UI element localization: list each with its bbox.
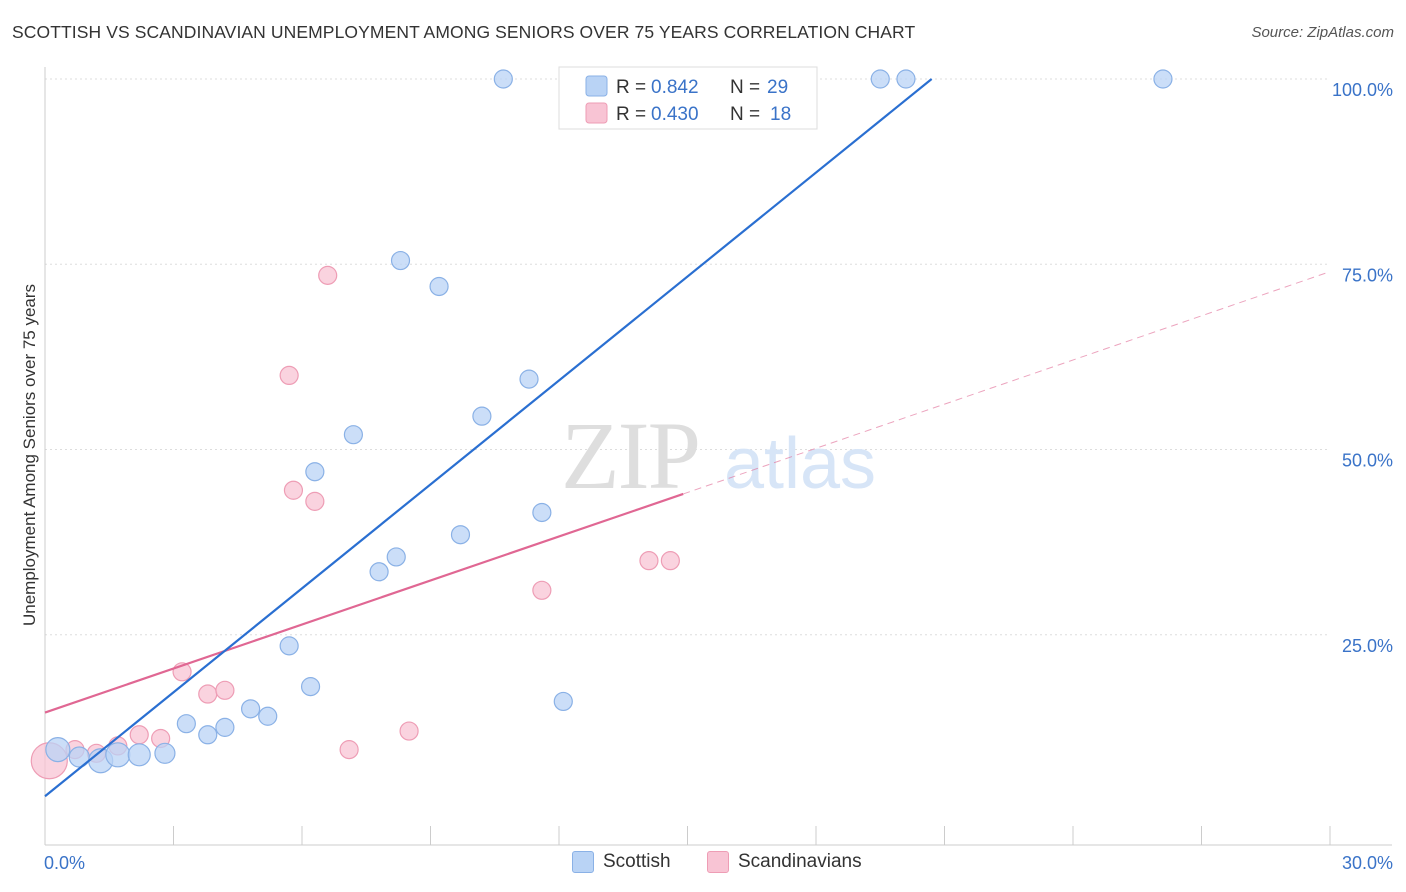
scottish-point-23	[532, 502, 552, 523]
legend-r-label-scottish: R =	[616, 77, 646, 98]
legend-n-value-scottish: 29	[767, 77, 788, 98]
scottish-point-26	[870, 69, 890, 89]
scottish-point-20	[472, 406, 492, 426]
scandinavian-point-16	[639, 551, 659, 571]
watermark-zip: ZIP	[561, 402, 699, 509]
scottish-point-13	[305, 462, 325, 482]
scottish-point-3	[105, 742, 131, 768]
scandinavian-point-9	[279, 365, 299, 385]
scottish-point-7	[198, 725, 218, 745]
legend-swatch-scottish	[585, 75, 608, 97]
y-tick-label-0: 25.0%	[1342, 636, 1393, 656]
scandinavian-point-7	[198, 684, 218, 704]
scottish-point-9	[241, 699, 261, 719]
y-tick-label-3: 100.0%	[1332, 80, 1393, 100]
trend-lines	[44, 78, 1331, 798]
scottish-point-24	[553, 691, 573, 712]
scandinavian-point-11	[305, 491, 325, 511]
legend-r-value-scandinavian: 0.430	[651, 104, 699, 125]
scottish-point-12	[300, 677, 321, 697]
source-label: Source: ZipAtlas.com	[1251, 24, 1394, 41]
scottish-point-22	[519, 369, 539, 389]
scottish-point-0	[45, 737, 71, 763]
scottish-point-28	[1153, 69, 1173, 89]
legend-swatch-scottish-bottom	[572, 851, 594, 873]
legend-item-scandinavians: Scandinavians	[707, 851, 862, 873]
scottish-point-4	[127, 743, 151, 767]
scottish-point-8	[215, 717, 235, 737]
scottish-point-6	[176, 714, 196, 734]
scottish-trend-line	[44, 78, 933, 798]
scandinavian-points	[30, 265, 680, 780]
scandinavian-trend-line	[44, 492, 684, 714]
scandinavian-point-15	[532, 580, 552, 600]
scottish-point-16	[386, 547, 406, 567]
scandinavian-trend-extension	[683, 271, 1331, 495]
chart-title: SCOTTISH VS SCANDINAVIAN UNEMPLOYMENT AM…	[12, 22, 916, 42]
legend-item-scottish: Scottish	[572, 851, 671, 873]
scandinavian-point-12	[318, 265, 338, 285]
legend-label-scandinavians: Scandinavians	[738, 851, 862, 872]
scottish-point-10	[258, 706, 278, 726]
scottish-point-21	[493, 69, 513, 89]
scottish-point-11	[279, 636, 299, 656]
scottish-point-27	[896, 69, 916, 89]
grid	[45, 78, 1330, 636]
scandinavian-point-10	[283, 480, 304, 500]
scandinavian-point-17	[660, 551, 680, 571]
legend-n-value-scandinavian: 18	[770, 104, 791, 125]
watermark-atlas: atlas	[724, 424, 876, 504]
legend-label-scottish: Scottish	[603, 851, 671, 872]
scandinavian-point-14	[399, 721, 419, 741]
tick-labels: 25.0% 50.0% 75.0% 100.0% 0.0% 30.0%	[44, 80, 1393, 873]
y-tick-label-2: 75.0%	[1342, 265, 1393, 285]
legend-r-label-scandinavian: R =	[616, 104, 646, 125]
scandinavian-point-8	[215, 680, 235, 700]
scottish-point-17	[390, 250, 411, 271]
scottish-point-19	[450, 525, 471, 545]
scottish-point-18	[429, 276, 449, 297]
scandinavian-point-13	[339, 740, 359, 760]
x-tick-label-1: 30.0%	[1342, 853, 1393, 873]
bottom-legend: Scottish Scandinavians	[0, 851, 1406, 877]
scottish-point-5	[154, 742, 176, 764]
scottish-point-15	[369, 562, 389, 582]
axes	[44, 67, 1392, 846]
y-tick-label-1: 50.0%	[1342, 451, 1393, 471]
scottish-point-14	[343, 425, 363, 445]
scandinavian-point-4	[129, 725, 149, 745]
legend-r-value-scottish: 0.842	[651, 77, 699, 98]
legend-swatch-scandinavian	[585, 102, 608, 124]
scottish-points	[45, 69, 1173, 774]
watermark: ZIP atlas	[561, 402, 876, 509]
legend-n-label-scottish: N =	[730, 77, 760, 98]
x-tick-label-0: 0.0%	[44, 853, 85, 873]
legend-n-label-scandinavian: N =	[730, 104, 760, 125]
legend-box: R = 0.842 N = 29 R = 0.430 N = 18	[558, 66, 818, 130]
legend-swatch-scandinavians-bottom	[707, 851, 729, 873]
